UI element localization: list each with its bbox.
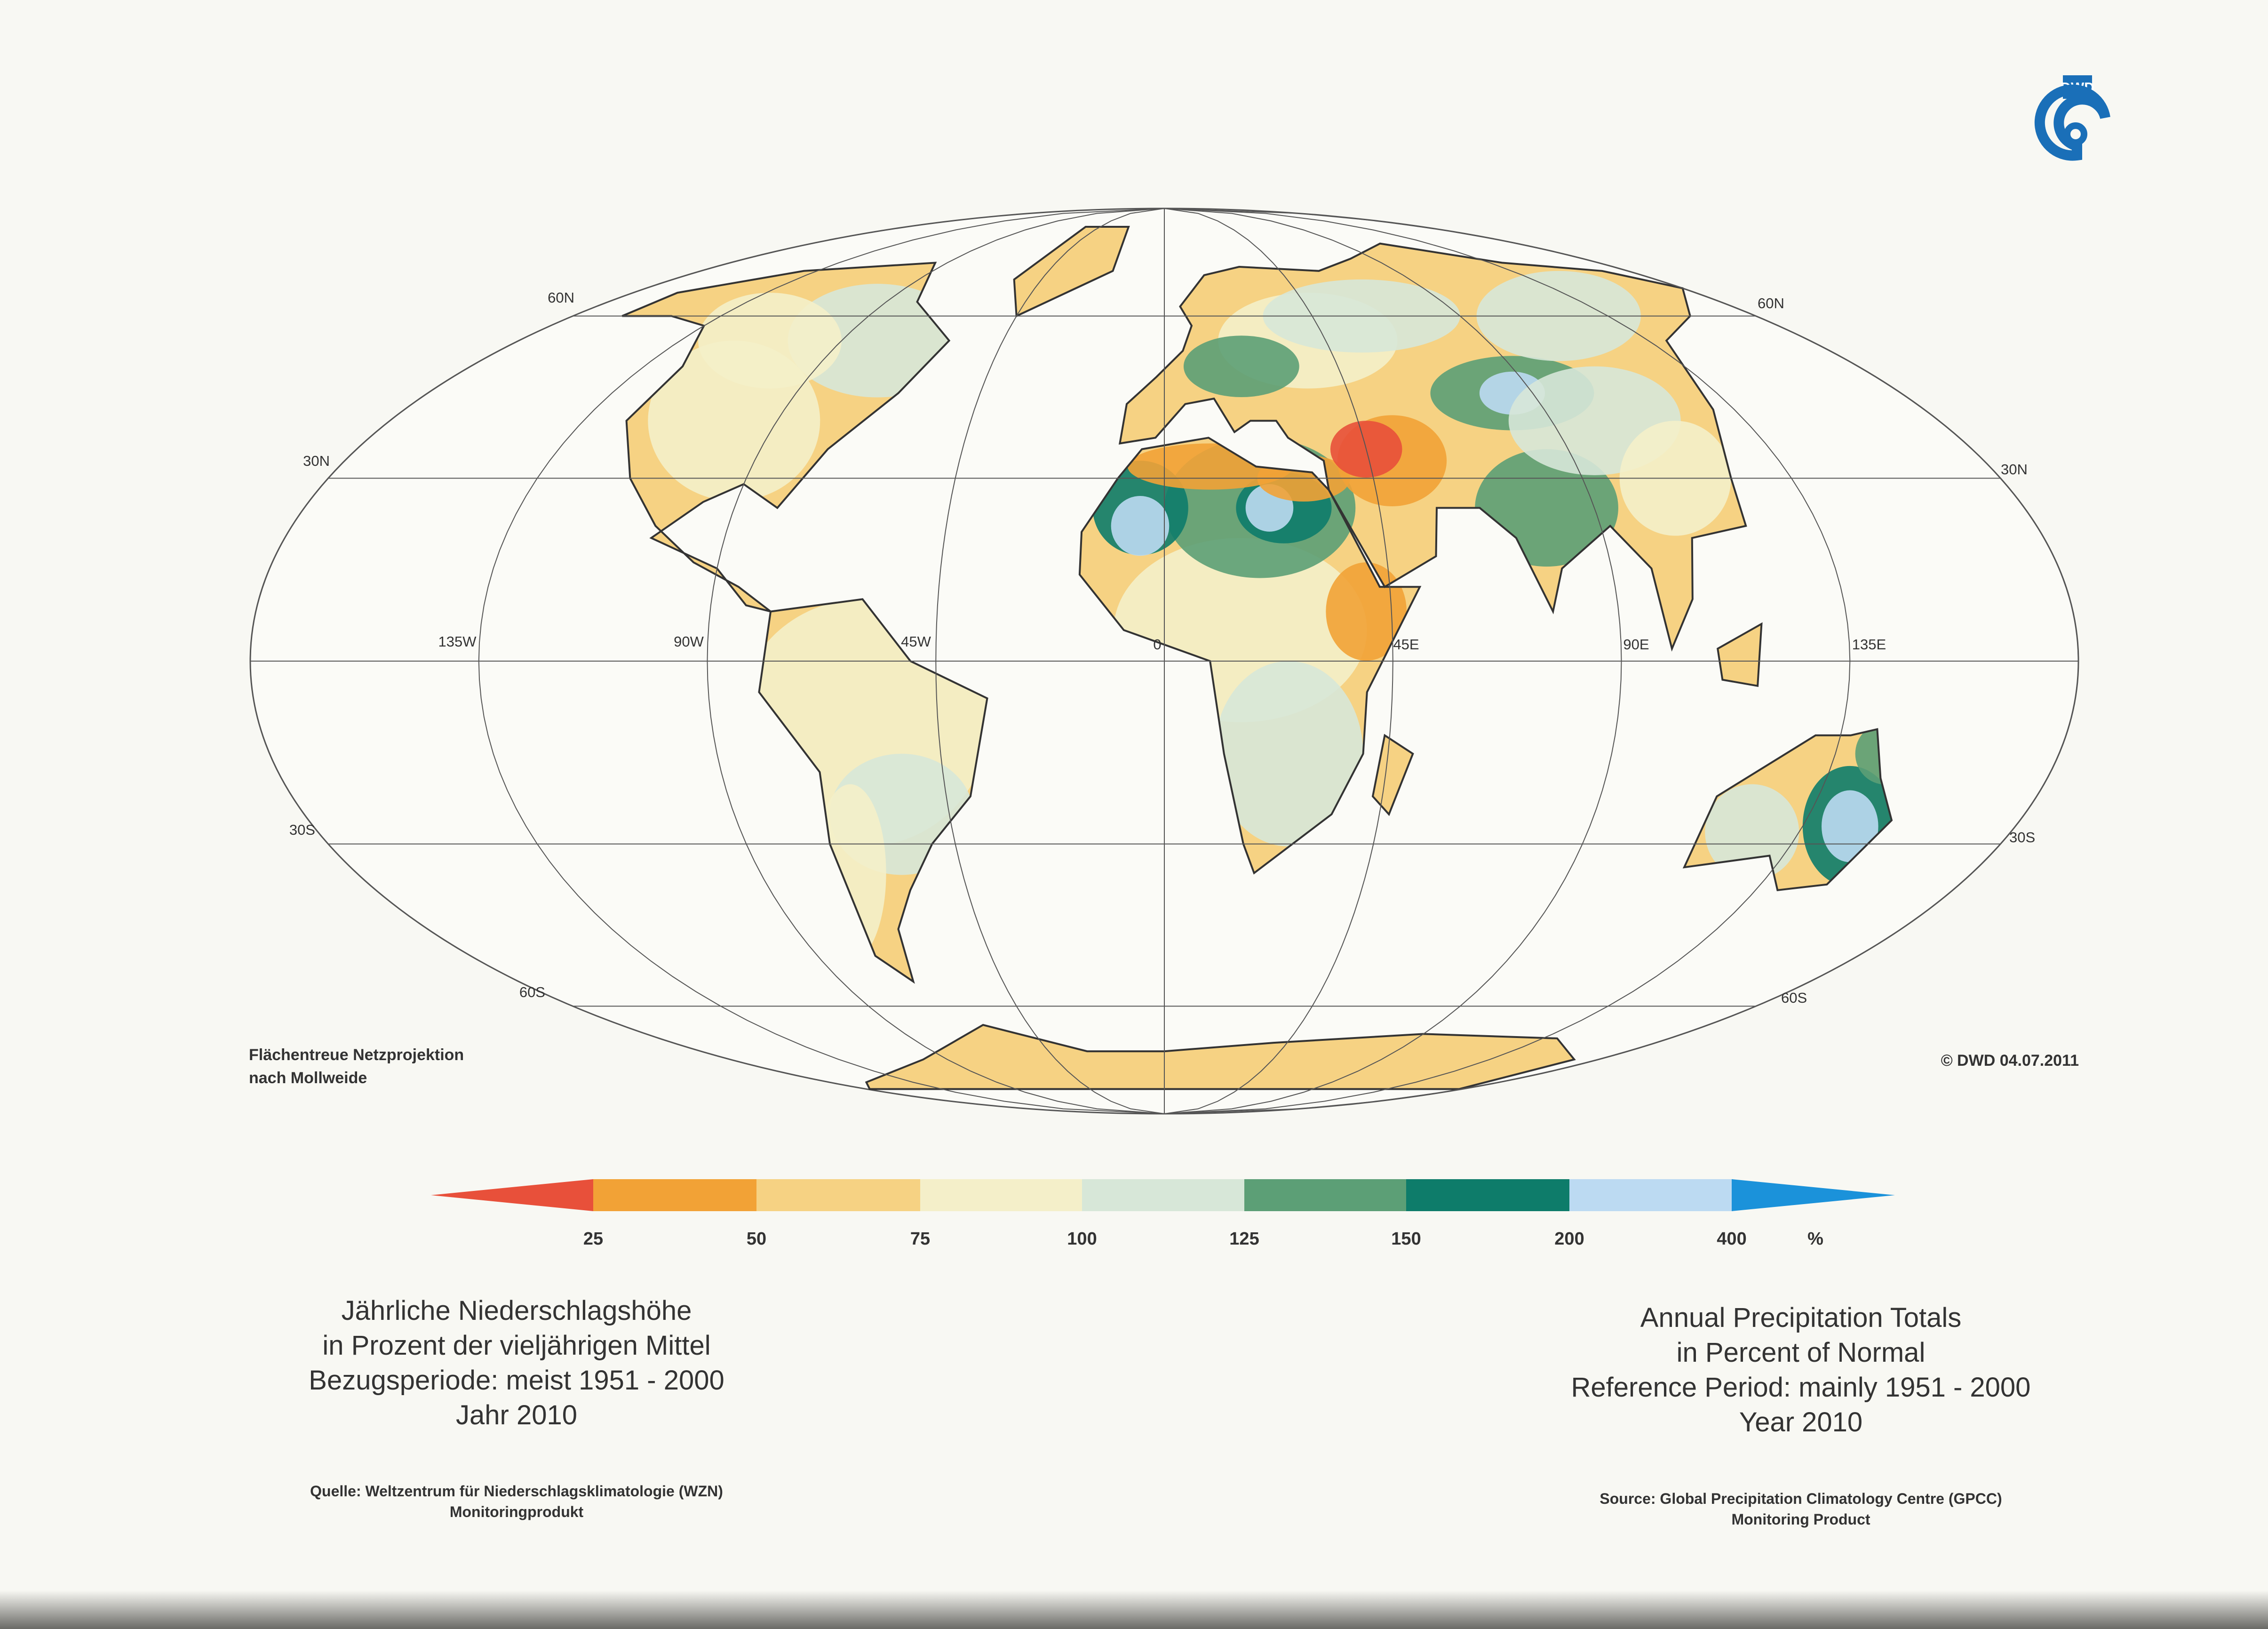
title-line: Reference Period: mainly 1951 - 2000 — [1571, 1372, 2031, 1403]
graticule-label: 60S — [1781, 990, 1807, 1006]
logo-swirl-core — [2064, 122, 2087, 146]
coastline — [1717, 622, 1763, 687]
legend-unit: % — [1807, 1229, 1823, 1249]
legend-box — [920, 1179, 1082, 1211]
legend-tick: 75 — [910, 1229, 930, 1249]
globe: 60N 60N 30N 30N 135W 90W 45W 0 45E 90E 135E 30S 30S 6… — [249, 208, 2079, 1115]
scan-edge — [0, 1590, 2268, 1629]
title-line: in Percent of Normal — [1677, 1337, 1926, 1368]
graticule-label: 30S — [289, 822, 315, 838]
coastline — [1013, 226, 1130, 318]
legend-box — [1244, 1179, 1406, 1211]
coastline — [1371, 734, 1414, 816]
meridian — [707, 208, 1165, 1114]
projection-note: nach Mollweide — [249, 1069, 367, 1087]
titles: Jährliche Niederschlagshöhe in Prozent de… — [309, 1295, 2030, 1528]
logo: DWD — [2034, 75, 2110, 161]
legend-tick: 100 — [1067, 1229, 1097, 1249]
legend-tick: 25 — [583, 1229, 603, 1249]
graticule-label: 30N — [303, 453, 330, 469]
logo-swirl — [2034, 84, 2110, 161]
source-line: Monitoring Product — [1731, 1511, 1870, 1528]
legend-box — [1082, 1179, 1244, 1211]
graticule-label: 60N — [548, 289, 574, 306]
field-patch — [1705, 784, 1799, 880]
meridian — [1164, 208, 1851, 1114]
source-line: Source: Global Precipitation Climatology… — [1600, 1490, 2002, 1507]
coastline — [621, 262, 951, 613]
legend-box — [1406, 1179, 1569, 1211]
legend-tip — [1732, 1179, 1895, 1211]
legend: 25 50 75 100 125 150 200 400% — [431, 1179, 1895, 1249]
meridian — [935, 208, 1165, 1114]
source-line: Monitoringprodukt — [450, 1503, 584, 1520]
graticule-label: 135W — [438, 633, 477, 650]
graticule-label: 60N — [1758, 295, 1784, 311]
coastline — [865, 1024, 1576, 1090]
graticule-label: 60S — [519, 984, 545, 1000]
title-line: Jährliche Niederschlagshöhe — [342, 1295, 692, 1326]
graticule-label: 90W — [674, 633, 704, 650]
graticule-label: 30S — [2009, 829, 2035, 846]
title-line: Bezugsperiode: meist 1951 - 2000 — [309, 1365, 724, 1396]
legend-tick: 400 — [1717, 1229, 1746, 1249]
field-patch — [698, 293, 842, 389]
graticule-label: 45W — [901, 633, 931, 650]
meridian — [1164, 208, 2079, 1114]
legend-tick: 125 — [1229, 1229, 1259, 1249]
legend-tick: 150 — [1391, 1229, 1421, 1249]
coastline — [758, 598, 988, 984]
field-patch — [1214, 661, 1363, 846]
legend-tick: 50 — [747, 1229, 766, 1249]
field-patch — [1111, 496, 1170, 556]
meridian — [1164, 208, 1393, 1114]
coastline — [1682, 728, 1893, 891]
copyright: © DWD 04.07.2011 — [1941, 1052, 2079, 1070]
graticule-label: 30N — [2001, 461, 2028, 478]
source-line: Quelle: Weltzentrum für Niederschlagskli… — [310, 1483, 723, 1500]
graticule-label: 45E — [1393, 636, 1419, 653]
title-line: Year 2010 — [1739, 1407, 1862, 1437]
legend-tip — [431, 1179, 593, 1211]
field-patch — [1183, 335, 1299, 397]
title-line: Annual Precipitation Totals — [1640, 1302, 1961, 1333]
meridian — [478, 208, 1165, 1114]
land — [1014, 227, 1129, 316]
graticule-label: 135E — [1852, 636, 1886, 653]
projection-note: Flächentreue Netzprojektion — [249, 1046, 464, 1064]
meridian — [1164, 208, 1622, 1114]
graticule-label: 90E — [1623, 636, 1649, 653]
land — [1718, 623, 1762, 686]
legend-box — [1569, 1179, 1732, 1211]
graticule-label: 0 — [1153, 636, 1161, 653]
legend-tick: 200 — [1554, 1229, 1584, 1249]
title-line: Jahr 2010 — [456, 1400, 577, 1430]
legend-box — [756, 1179, 920, 1211]
title-line: in Prozent der vieljährigen Mittel — [322, 1330, 710, 1361]
legend-box — [593, 1179, 756, 1211]
coastline — [1118, 242, 1747, 652]
